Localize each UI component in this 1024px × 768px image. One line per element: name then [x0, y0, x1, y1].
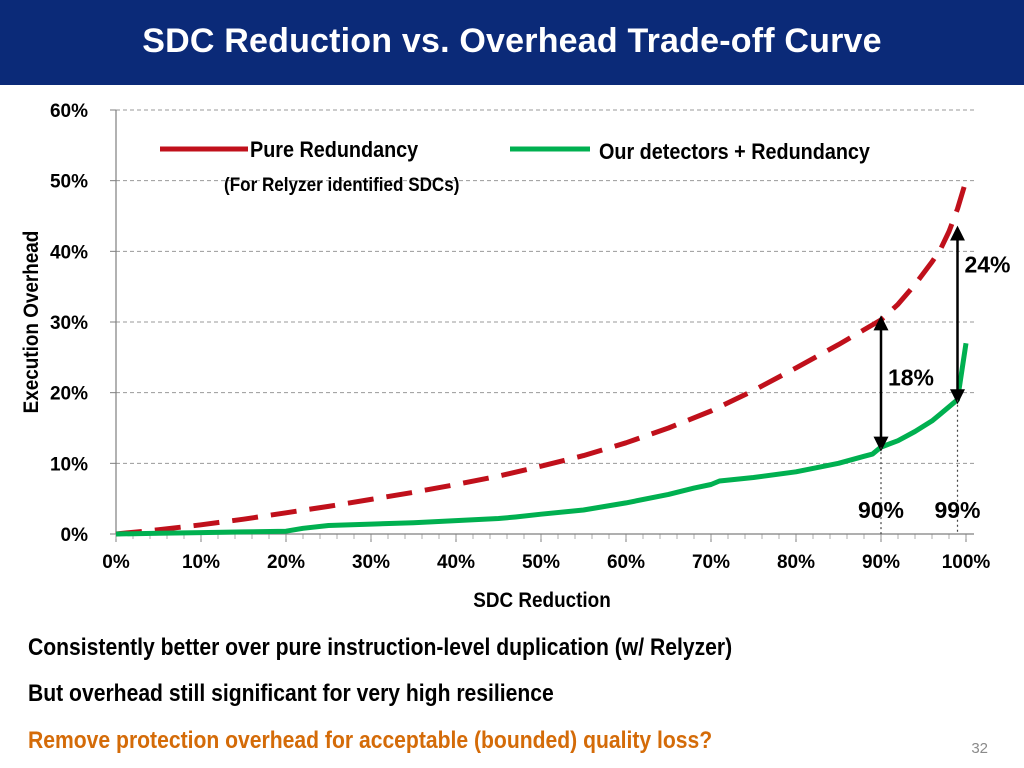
y-tick-label: 30%: [50, 313, 88, 334]
page-number: 32: [971, 740, 988, 757]
legend-label-red: Pure Redundancy: [250, 138, 419, 162]
bullet-2: But overhead still significant for very …: [28, 680, 554, 707]
y-tick-label: 40%: [50, 242, 88, 263]
x-tick-label: 80%: [777, 552, 815, 573]
x-tick-label: 60%: [607, 552, 645, 573]
x-tick-label: 30%: [352, 552, 390, 573]
y-tick-label: 10%: [50, 454, 88, 475]
bullet-3: Remove protection overhead for acceptabl…: [28, 727, 713, 754]
x-tick-label: 90%: [862, 552, 900, 573]
x-axis-title: SDC Reduction: [473, 589, 611, 612]
legend-sublabel-red: (For Relyzer identified SDCs): [224, 174, 459, 195]
y-tick-label: 0%: [61, 525, 89, 546]
gap-label-1: 24%: [964, 252, 1010, 278]
marker-label-2: 90%: [858, 497, 904, 523]
x-tick-label: 20%: [267, 552, 305, 573]
gap-label-0: 18%: [888, 365, 934, 391]
x-tick-label: 70%: [692, 552, 730, 573]
x-tick-label: 50%: [522, 552, 560, 573]
y-axis-title: Execution Overhead: [20, 231, 43, 414]
bullet-1: Consistently better over pure instructio…: [28, 634, 733, 661]
overhead-tradeoff-chart: 18% 24% 90% 99% Pure Redundancy (For Relyzer…: [20, 101, 1010, 612]
series-line-1: [115, 179, 969, 537]
series-line-2: [115, 342, 969, 537]
y-tick-label: 60%: [50, 101, 88, 122]
legend-label-green: Our detectors + Redundancy: [599, 140, 870, 164]
x-tick-label: 40%: [437, 552, 475, 573]
x-tick-label: 100%: [942, 552, 991, 573]
marker-label-3: 99%: [934, 497, 980, 523]
y-tick-label: 50%: [50, 172, 88, 193]
x-tick-label: 10%: [182, 552, 220, 573]
x-tick-label: 0%: [102, 552, 130, 573]
y-tick-label: 20%: [50, 384, 88, 405]
slide-title: SDC Reduction vs. Overhead Trade-off Cur…: [142, 22, 882, 60]
title-bar: [0, 0, 1024, 85]
